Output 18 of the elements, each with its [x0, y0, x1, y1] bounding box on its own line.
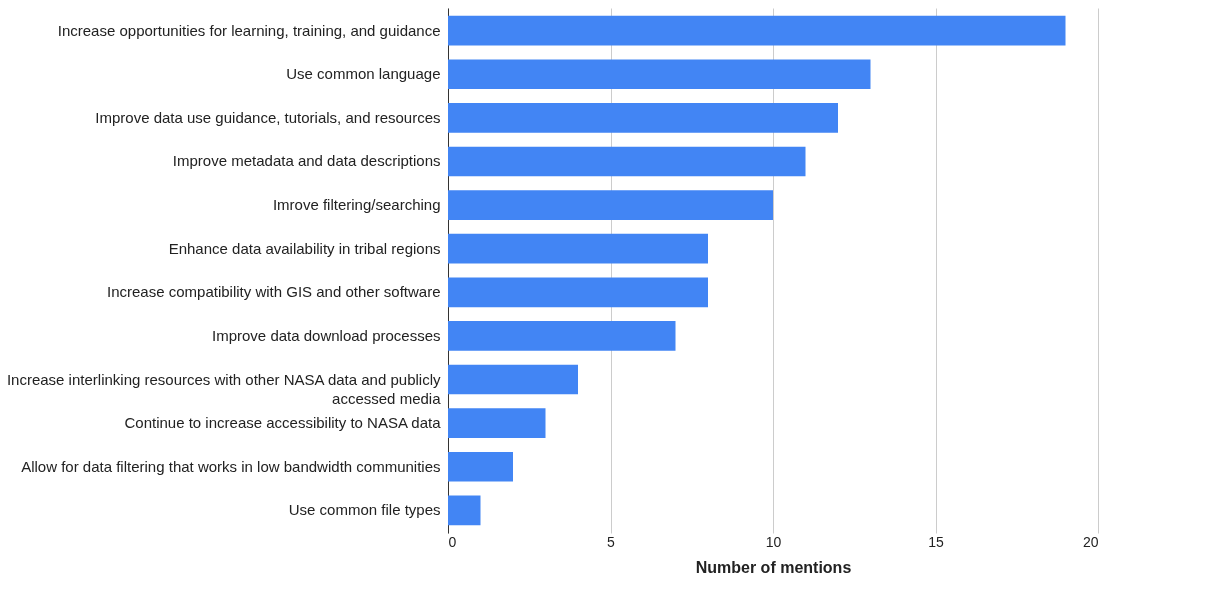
x-tick-label: 10 [765, 533, 782, 550]
y-tick-label: Increase compatibility with GIS and other software [107, 283, 441, 301]
x-tick-label: 0 [448, 533, 457, 550]
x-tick-label: 15 [928, 533, 944, 550]
x-tick-label: 5 [607, 533, 616, 550]
y-tick-label: Enhance data availability in tribal regions [168, 239, 441, 257]
y-tick-label: Use common language [286, 65, 441, 83]
y-tick-label: Imrove filtering/searching [272, 196, 441, 214]
y-tick-label: Increase interlinking resources with other NASA data and publicly accessed media [6, 370, 442, 407]
x-tick-label: 20 [1082, 533, 1099, 550]
y-tick-label: Improve data download processes [212, 326, 441, 344]
y-tick-label: Improve data use guidance, tutorials, and resources [95, 108, 441, 126]
y-tick-label: Allow for data filtering that works in low bandwidth communities [21, 457, 441, 475]
y-tick-label: Improve metadata and data descriptions [172, 152, 441, 170]
y-tick-label: Use common file types [288, 501, 441, 519]
y-tick-label: Increase opportunities for learning, training, and guidance [57, 21, 441, 39]
x-axis-title: Number of mentions [695, 558, 852, 576]
y-tick-label: Continue to increase accessibility to NASA data [124, 414, 442, 432]
